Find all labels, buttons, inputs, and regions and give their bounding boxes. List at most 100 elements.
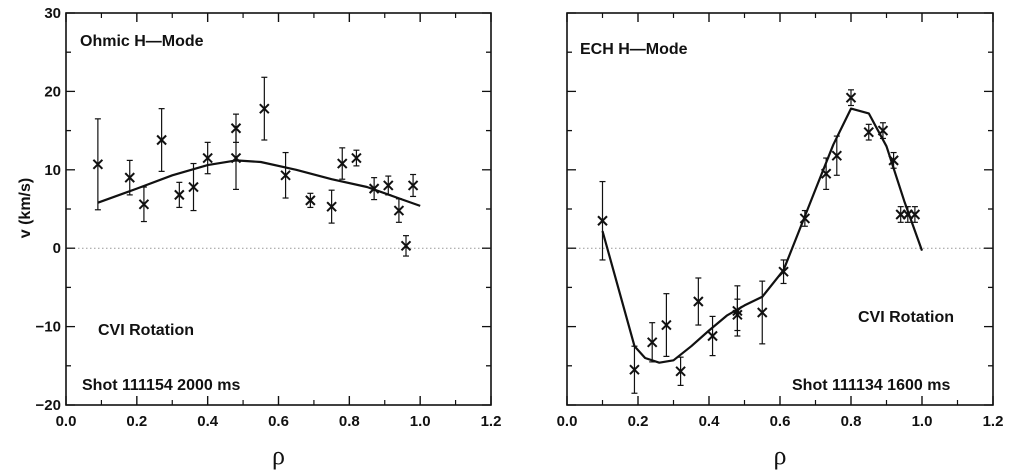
x-marker-stroke <box>799 213 811 224</box>
data-point <box>368 177 380 201</box>
x-tick-label: 0.2 <box>126 413 147 430</box>
x-marker-stroke <box>877 125 889 136</box>
data-point <box>259 76 270 141</box>
data-point <box>707 315 718 357</box>
x-tick-label: 0.6 <box>268 413 289 430</box>
x-marker-stroke <box>368 183 380 194</box>
x-marker-stroke <box>138 199 150 210</box>
annotation-text: Shot 111154 2000 ms <box>82 377 240 394</box>
annotation-text: Shot 111134 1600 ms <box>792 377 950 394</box>
x-marker-stroke <box>778 266 789 277</box>
x-marker-stroke <box>202 152 213 164</box>
x-marker-stroke <box>156 134 167 146</box>
data-point <box>351 149 362 167</box>
x-tick-label: 0.8 <box>339 413 360 430</box>
x-marker-stroke <box>337 158 348 169</box>
plot-frame <box>566 12 994 406</box>
data-point <box>383 175 394 196</box>
x-marker-stroke <box>230 152 242 164</box>
y-tick-label: 10 <box>44 162 61 179</box>
annotation-text: ECH H—Mode <box>580 41 688 58</box>
x-tick-label: 0.4 <box>699 413 721 430</box>
x-marker-stroke <box>693 296 704 307</box>
data-point <box>305 192 316 209</box>
x-marker-stroke <box>92 159 104 170</box>
data-point <box>400 235 412 257</box>
x-marker-stroke <box>305 195 316 206</box>
data-point <box>280 151 291 199</box>
data-point <box>778 259 789 285</box>
data-point <box>693 277 704 326</box>
annotation-text: CVI Rotation <box>98 322 194 339</box>
x-marker-stroke <box>383 180 394 191</box>
y-axis-label: v (km/s) <box>17 178 34 238</box>
data-point <box>597 180 608 261</box>
x-marker-stroke <box>909 209 921 220</box>
data-point <box>188 162 199 212</box>
left-chart-panel: 0.0 0.2 0.4 0.6 0.8 1.0 1.2 30 20 10 0 −10 −20 ρ v (km… <box>17 5 501 470</box>
data-point <box>877 122 889 140</box>
x-tick-label: 0.2 <box>628 413 649 430</box>
data-point <box>326 189 337 224</box>
data-point <box>661 293 672 357</box>
x-marker-stroke <box>326 201 337 212</box>
data-point <box>863 123 874 141</box>
data-point <box>629 345 640 394</box>
x-marker-stroke <box>757 307 768 318</box>
data-point <box>138 186 150 223</box>
x-marker-stroke <box>259 103 270 114</box>
y-tick-label: 20 <box>44 83 61 100</box>
data-point <box>909 206 921 223</box>
data-point <box>757 280 768 345</box>
annotation-text: CVI Rotation <box>858 309 954 326</box>
x-tick-label: 0.6 <box>770 413 791 430</box>
y-tick-label: −20 <box>36 397 61 414</box>
x-marker-stroke <box>280 170 291 181</box>
x-marker-stroke <box>820 168 832 179</box>
data-point <box>820 157 832 190</box>
x-tick-label: 1.0 <box>410 413 431 430</box>
x-tick-label: 0.0 <box>557 413 578 430</box>
data-point <box>895 206 906 223</box>
x-marker-stroke <box>707 330 718 342</box>
data-point <box>230 126 242 190</box>
x-marker-stroke <box>629 364 640 375</box>
data-point <box>831 135 843 176</box>
data-point <box>732 285 743 337</box>
x-marker-stroke <box>407 180 419 191</box>
data-point <box>92 118 104 211</box>
x-tick-label: 0.4 <box>197 413 219 430</box>
y-tick-label: 0 <box>53 240 61 257</box>
x-axis-label: ρ <box>774 441 787 470</box>
x-marker-stroke <box>831 150 843 161</box>
x-tick-label: 0.0 <box>56 413 77 430</box>
x-marker-stroke <box>661 319 672 331</box>
data-point <box>393 198 405 223</box>
data-point <box>174 181 185 209</box>
data-point <box>799 209 811 227</box>
right-chart-panel: 0.0 0.2 0.4 0.6 0.8 1.0 1.2 ρ ECH H—Mode CVI Rota… <box>557 12 1003 470</box>
x-marker-stroke <box>124 172 135 183</box>
data-point <box>646 322 658 363</box>
data-point <box>845 89 857 107</box>
x-axis-label: ρ <box>272 441 285 470</box>
fit-curve <box>97 159 421 207</box>
x-marker-stroke <box>400 240 412 252</box>
x-marker-stroke <box>888 155 899 166</box>
data-point <box>337 147 348 180</box>
data-point <box>156 108 167 172</box>
annotation-text: Ohmic H—Mode <box>80 33 204 50</box>
x-marker-stroke <box>646 337 658 348</box>
x-marker-stroke <box>188 181 199 193</box>
data-point <box>124 159 135 196</box>
x-marker-stroke <box>351 152 362 164</box>
x-tick-label: 1.2 <box>481 413 502 430</box>
data-point <box>888 151 899 169</box>
y-tick-label: −10 <box>36 319 61 336</box>
x-tick-label: 0.8 <box>841 413 862 430</box>
x-marker-stroke <box>845 92 857 103</box>
x-marker-stroke <box>393 205 405 216</box>
x-marker-stroke <box>863 126 874 138</box>
data-point <box>675 356 686 386</box>
